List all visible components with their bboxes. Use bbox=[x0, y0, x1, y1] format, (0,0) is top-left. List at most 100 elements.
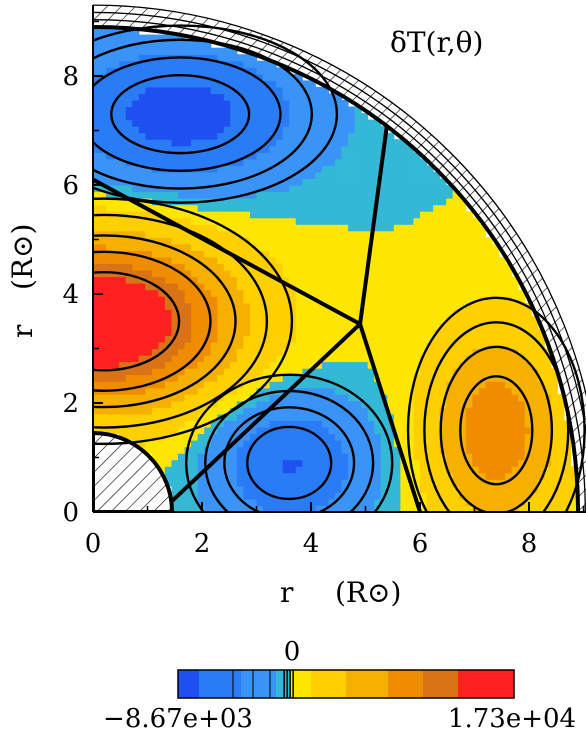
heatmap-cell bbox=[256, 93, 264, 101]
heatmap-cell bbox=[125, 204, 133, 212]
heatmap-cell bbox=[413, 270, 421, 278]
heatmap-cell bbox=[439, 250, 447, 258]
heatmap-cell bbox=[420, 394, 428, 402]
heatmap-cell bbox=[361, 165, 369, 173]
heatmap-cell bbox=[171, 139, 179, 147]
heatmap-cell bbox=[276, 93, 284, 101]
heatmap-cell bbox=[361, 368, 369, 376]
heatmap-cell bbox=[387, 276, 395, 284]
heatmap-cell bbox=[282, 276, 290, 284]
heatmap-cell bbox=[393, 492, 401, 500]
heatmap-cell bbox=[269, 485, 277, 493]
heatmap-cell bbox=[93, 413, 101, 421]
heatmap-cell bbox=[263, 485, 271, 493]
heatmap-cell bbox=[230, 492, 238, 500]
heatmap-cell bbox=[269, 106, 277, 114]
heatmap-cell bbox=[276, 211, 284, 219]
heatmap-cell bbox=[178, 328, 186, 336]
heatmap-cell bbox=[295, 152, 303, 160]
heatmap-cell bbox=[93, 361, 101, 369]
heatmap-cell bbox=[119, 237, 127, 245]
heatmap-cell bbox=[446, 309, 454, 317]
heatmap-cell bbox=[439, 328, 447, 336]
heatmap-cell bbox=[505, 289, 513, 297]
heatmap-cell bbox=[112, 413, 120, 421]
heatmap-cell bbox=[184, 492, 192, 500]
heatmap-cell bbox=[138, 309, 146, 317]
heatmap-cell bbox=[335, 185, 343, 193]
heatmap-cell bbox=[295, 394, 303, 402]
heatmap-cell bbox=[446, 283, 454, 291]
heatmap-cell bbox=[112, 34, 120, 42]
heatmap-cell bbox=[380, 466, 388, 474]
heatmap-cell bbox=[243, 54, 251, 62]
heatmap-cell bbox=[439, 361, 447, 369]
heatmap-cell bbox=[413, 361, 421, 369]
heatmap-cell bbox=[328, 361, 336, 369]
heatmap-cell bbox=[151, 446, 159, 454]
heatmap-cell bbox=[164, 302, 172, 310]
heatmap-cell bbox=[295, 230, 303, 238]
heatmap-cell bbox=[439, 394, 447, 402]
heatmap-cell bbox=[321, 427, 329, 435]
heatmap-cell bbox=[204, 243, 212, 251]
heatmap-cell bbox=[374, 479, 382, 487]
heatmap-cell bbox=[145, 433, 153, 441]
heatmap-cell bbox=[236, 145, 244, 153]
heatmap-cell bbox=[302, 420, 310, 428]
heatmap-cell bbox=[302, 126, 310, 134]
heatmap-cell bbox=[374, 152, 382, 160]
heatmap-cell bbox=[256, 505, 264, 512]
heatmap-cell bbox=[295, 302, 303, 310]
heatmap-cell bbox=[125, 374, 133, 382]
heatmap-cell bbox=[354, 256, 362, 264]
heatmap-cell bbox=[119, 427, 127, 435]
heatmap-cell bbox=[380, 322, 388, 330]
heatmap-cell bbox=[289, 466, 297, 474]
heatmap-cell bbox=[210, 296, 218, 304]
heatmap-cell bbox=[485, 309, 493, 317]
heatmap-cell bbox=[505, 270, 513, 278]
heatmap-cell bbox=[374, 387, 382, 395]
heatmap-cell bbox=[498, 309, 506, 317]
heatmap-cell bbox=[210, 498, 218, 506]
heatmap-cell bbox=[308, 119, 316, 127]
heatmap-cell bbox=[387, 224, 395, 232]
heatmap-cell bbox=[315, 276, 323, 284]
heatmap-cell bbox=[282, 93, 290, 101]
heatmap-cell bbox=[230, 374, 238, 382]
heatmap-cell bbox=[138, 126, 146, 134]
heatmap-cell bbox=[269, 453, 277, 461]
heatmap-cell bbox=[243, 185, 251, 193]
heatmap-cell bbox=[420, 387, 428, 395]
heatmap-cell bbox=[236, 67, 244, 75]
contour-line bbox=[93, 197, 294, 446]
heatmap-cell bbox=[197, 322, 205, 330]
heatmap-cell bbox=[93, 427, 101, 435]
heatmap-cell bbox=[374, 302, 382, 310]
heatmap-cell bbox=[184, 289, 192, 297]
heatmap-cell bbox=[132, 263, 140, 271]
heatmap-cell bbox=[498, 296, 506, 304]
heatmap-cell bbox=[505, 485, 513, 493]
heatmap-cell bbox=[367, 492, 375, 500]
heatmap-cell bbox=[158, 309, 166, 317]
heatmap-cell bbox=[518, 400, 526, 408]
heatmap-cell bbox=[505, 335, 513, 343]
heatmap-cell bbox=[210, 355, 218, 363]
heatmap-cell bbox=[413, 237, 421, 245]
heatmap-cell bbox=[491, 374, 499, 382]
heatmap-cell bbox=[328, 152, 336, 160]
heatmap-cell bbox=[452, 243, 460, 251]
heatmap-cell bbox=[472, 453, 480, 461]
heatmap-cell bbox=[491, 433, 499, 441]
heatmap-cell bbox=[289, 145, 297, 153]
heatmap-cell bbox=[263, 289, 271, 297]
heatmap-cell bbox=[158, 407, 166, 415]
heatmap-cell bbox=[250, 446, 258, 454]
heatmap-cell bbox=[112, 289, 120, 297]
heatmap-cell bbox=[426, 459, 434, 467]
heatmap-cell bbox=[93, 145, 101, 153]
heatmap-cell bbox=[158, 80, 166, 88]
heatmap-cell bbox=[236, 113, 244, 121]
